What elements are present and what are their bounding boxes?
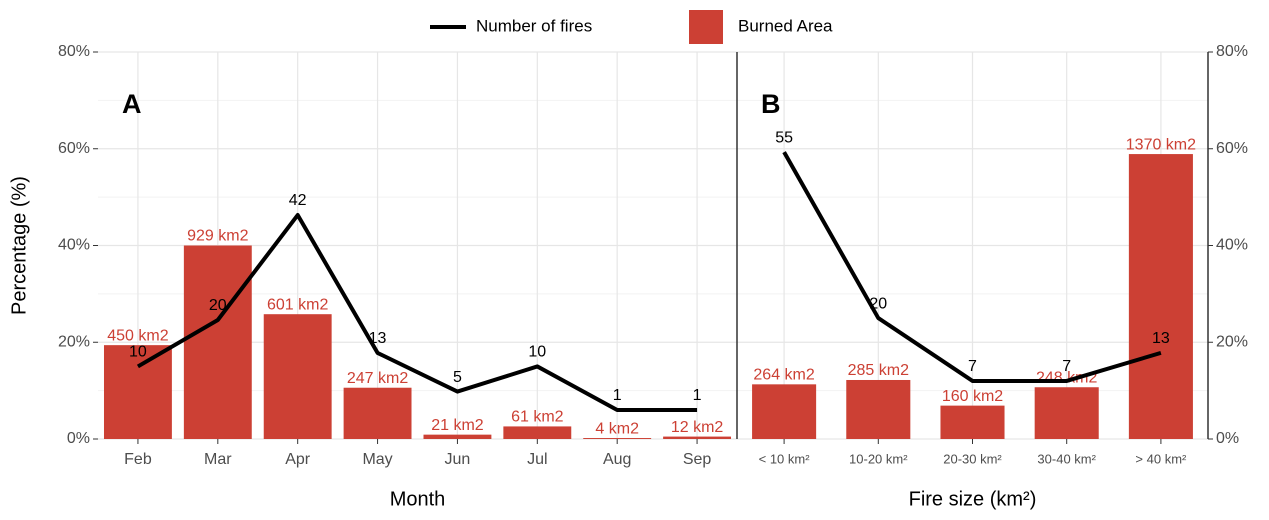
x-tick-label: 20-30 km² (943, 451, 1002, 466)
x-tick-label: Jul (527, 451, 547, 468)
legend-label: Number of fires (476, 16, 592, 35)
bar (423, 434, 492, 439)
bar (103, 345, 172, 439)
y-tick-label: 20% (1216, 333, 1248, 350)
bar (752, 384, 817, 439)
bar-label: 160 km2 (942, 388, 1003, 405)
line-label: 5 (453, 369, 462, 386)
bar-label: 247 km2 (347, 370, 408, 387)
x-tick-label: Feb (124, 451, 152, 468)
x-axis-title: Fire size (km²) (909, 488, 1037, 510)
line-label: 1 (613, 387, 622, 404)
x-tick-label: Apr (285, 451, 311, 468)
bar-label: 285 km2 (848, 362, 909, 379)
y-tick-label: 60% (58, 140, 90, 157)
bar (663, 436, 732, 439)
y-tick-label: 40% (58, 237, 90, 254)
line (782, 151, 1162, 383)
line-label: 10 (528, 344, 546, 361)
y-tick-label: 20% (58, 333, 90, 350)
bar (846, 379, 911, 439)
legend-bar-key (689, 10, 723, 44)
x-tick-label: Jun (445, 451, 471, 468)
line-label: 10 (129, 344, 147, 361)
bar-label: 929 km2 (187, 228, 248, 245)
y-tick-label: 0% (67, 430, 90, 447)
bar (343, 387, 412, 439)
panel-label: B (761, 89, 781, 119)
bar (583, 438, 652, 439)
y-tick-label: 40% (1216, 237, 1248, 254)
x-tick-label: May (362, 451, 392, 468)
y-tick-label: 80% (1216, 43, 1248, 60)
line-label: 1 (693, 387, 702, 404)
bar-label: 601 km2 (267, 296, 328, 313)
x-tick-label: Mar (204, 451, 232, 468)
x-tick-label: 30-40 km² (1037, 451, 1096, 466)
x-tick-label: < 10 km² (759, 451, 811, 466)
bar (940, 405, 1005, 439)
bar (183, 245, 252, 439)
panel-label: A (122, 89, 142, 119)
legend-label: Burned Area (738, 16, 833, 35)
bar (263, 314, 332, 439)
line (136, 213, 698, 412)
x-tick-label: > 40 km² (1135, 451, 1187, 466)
bar-label: 12 km2 (671, 419, 724, 436)
x-tick-label: Aug (603, 451, 631, 468)
line-label: 20 (869, 295, 887, 312)
x-tick-label: Sep (683, 451, 712, 468)
bar-label: 61 km2 (511, 409, 564, 426)
line-label: 55 (775, 129, 793, 146)
line-label: 13 (1152, 330, 1170, 347)
line-label: 13 (369, 330, 387, 347)
y-tick-label: 60% (1216, 140, 1248, 157)
line-label: 42 (289, 192, 307, 209)
bar-label: 1370 km2 (1126, 136, 1196, 153)
y-tick-label: 0% (1216, 430, 1239, 447)
y-axis-title: Percentage (%) (8, 176, 30, 315)
legend: Number of fires Burned Area (430, 10, 833, 44)
bar (1128, 154, 1193, 440)
bar (1034, 387, 1099, 439)
bar-label: 264 km2 (753, 367, 814, 384)
line-label: 7 (1062, 358, 1071, 375)
bar-label: 450 km2 (107, 327, 168, 344)
bar-label: 21 km2 (431, 417, 484, 434)
x-axis-title: Month (390, 488, 446, 510)
x-tick-label: 10-20 km² (849, 451, 908, 466)
line-label: 7 (968, 358, 977, 375)
y-tick-label: 80% (58, 43, 90, 60)
line-label: 20 (209, 297, 227, 314)
bar-label: 4 km2 (595, 420, 639, 437)
bar (503, 426, 572, 439)
